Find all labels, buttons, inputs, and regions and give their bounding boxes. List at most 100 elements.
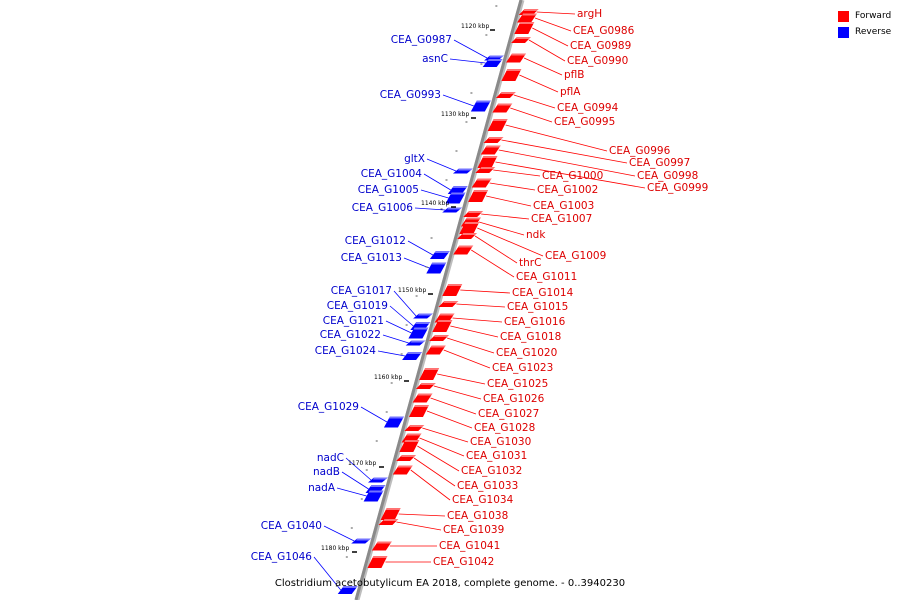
gene-feature-cea_g1029[interactable] <box>383 416 404 428</box>
gene-feature-cea_g1023[interactable] <box>425 345 446 355</box>
gene-label-cea_g0996[interactable]: CEA_G0996 <box>609 145 671 157</box>
gene-label-cea_g1032[interactable]: CEA_G1032 <box>461 465 522 477</box>
gene-feature-cea_g1032[interactable] <box>399 440 420 452</box>
gene-label-cea_g0990[interactable]: CEA_G0990 <box>567 55 628 67</box>
gene-label-cea_g1028[interactable]: CEA_G1028 <box>474 422 535 434</box>
gene-feature-cea_g0989[interactable] <box>514 22 535 34</box>
gene-label-cea_g1014[interactable]: CEA_G1014 <box>512 287 574 299</box>
gene-feature-cea_g1030[interactable] <box>404 425 425 431</box>
gene-label-gltx[interactable]: gltX <box>404 153 425 165</box>
gene-label-cea_g1029[interactable]: CEA_G1029 <box>298 401 359 413</box>
gene-label-cea_g1015[interactable]: CEA_G1015 <box>507 301 568 313</box>
gene-label-cea_g0998[interactable]: CEA_G0998 <box>637 170 698 182</box>
gene-label-cea_g1016[interactable]: CEA_G1016 <box>504 316 566 328</box>
gene-feature-cea_g1021[interactable] <box>408 327 429 339</box>
gene-feature-cea_g1024[interactable] <box>402 352 423 360</box>
gene-label-cea_g1023[interactable]: CEA_G1023 <box>492 362 553 374</box>
gene-label-cea_g1033[interactable]: CEA_G1033 <box>457 480 518 492</box>
gene-feature-cea_g1012[interactable] <box>429 251 450 259</box>
gene-feature-cea_g1007[interactable] <box>463 211 484 217</box>
gene-feature-cea_g0997[interactable] <box>483 137 504 143</box>
gene-label-cea_g1011[interactable]: CEA_G1011 <box>516 271 577 283</box>
gene-feature-cea_g0994[interactable] <box>495 92 516 98</box>
gene-feature-cea_g1015[interactable] <box>438 301 459 307</box>
gene-feature-asnc[interactable] <box>482 59 503 67</box>
gene-feature-cea_g1038[interactable] <box>380 508 401 520</box>
gene-label-cea_g0995[interactable]: CEA_G0995 <box>554 116 615 128</box>
gene-feature-pflb[interactable] <box>506 53 527 63</box>
gene-feature-cea_g1009[interactable] <box>459 222 480 234</box>
gene-feature-cea_g1028[interactable] <box>408 405 429 417</box>
gene-label-cea_g0997[interactable]: CEA_G0997 <box>629 157 690 169</box>
gene-feature-cea_g1017[interactable] <box>413 313 434 319</box>
gene-label-cea_g0999[interactable]: CEA_G0999 <box>647 182 708 194</box>
gene-label-cea_g1012[interactable]: CEA_G1012 <box>345 235 406 247</box>
gene-label-ndk[interactable]: ndk <box>526 229 546 241</box>
gene-label-cea_g0994[interactable]: CEA_G0994 <box>557 102 619 114</box>
gene-label-cea_g1034[interactable]: CEA_G1034 <box>452 494 514 506</box>
gene-label-cea_g0986[interactable]: CEA_G0986 <box>573 25 635 37</box>
gene-feature-cea_g1006[interactable] <box>442 207 463 213</box>
gene-feature-cea_g1018[interactable] <box>432 320 453 332</box>
gene-label-cea_g1020[interactable]: CEA_G1020 <box>496 347 557 359</box>
gene-label-argh[interactable]: argH <box>577 8 602 20</box>
gene-label-cea_g1009[interactable]: CEA_G1009 <box>545 250 606 262</box>
gene-feature-gltx[interactable] <box>452 168 473 174</box>
gene-feature-cea_g1040[interactable] <box>351 538 372 544</box>
gene-label-cea_g1031[interactable]: CEA_G1031 <box>466 450 527 462</box>
gene-feature-cea_g0990[interactable] <box>511 37 531 43</box>
gene-feature-cea_g1039[interactable] <box>378 519 399 525</box>
gene-label-thrc[interactable]: thrC <box>519 257 541 269</box>
gene-feature-nada[interactable] <box>363 490 384 502</box>
gene-feature-cea_g0986[interactable] <box>517 13 538 23</box>
gene-label-cea_g1041[interactable]: CEA_G1041 <box>439 540 500 552</box>
gene-feature-thrc[interactable] <box>457 233 478 239</box>
gene-label-cea_g1018[interactable]: CEA_G1018 <box>500 331 561 343</box>
gene-feature-nadc[interactable] <box>368 477 388 483</box>
gene-feature-cea_g1025[interactable] <box>419 368 440 380</box>
gene-label-cea_g1021[interactable]: CEA_G1021 <box>323 315 384 327</box>
gene-label-cea_g1022[interactable]: CEA_G1022 <box>320 329 381 341</box>
gene-label-cea_g1000[interactable]: CEA_G1000 <box>542 170 603 182</box>
gene-label-pflb[interactable]: pflB <box>564 69 584 81</box>
gene-label-cea_g1042[interactable]: CEA_G1042 <box>433 556 494 568</box>
gene-feature-cea_g1003[interactable] <box>468 190 489 202</box>
gene-feature-cea_g1022[interactable] <box>405 340 426 346</box>
gene-feature-cea_g1027[interactable] <box>412 393 433 403</box>
gene-label-cea_g1004[interactable]: CEA_G1004 <box>361 168 423 180</box>
gene-label-cea_g1025[interactable]: CEA_G1025 <box>487 378 548 390</box>
gene-label-cea_g1005[interactable]: CEA_G1005 <box>358 184 419 196</box>
gene-label-cea_g1039[interactable]: CEA_G1039 <box>443 524 504 536</box>
gene-label-nadb[interactable]: nadB <box>313 466 340 478</box>
gene-label-cea_g0989[interactable]: CEA_G0989 <box>570 40 631 52</box>
gene-feature-cea_g1046[interactable] <box>337 586 358 594</box>
gene-feature-cea_g1020[interactable] <box>429 335 450 341</box>
gene-label-cea_g1003[interactable]: CEA_G1003 <box>533 200 594 212</box>
gene-feature-cea_g0999[interactable] <box>477 156 498 168</box>
gene-feature-cea_g0998[interactable] <box>480 145 501 155</box>
gene-label-cea_g1019[interactable]: CEA_G1019 <box>327 300 388 312</box>
gene-label-cea_g1027[interactable]: CEA_G1027 <box>478 408 539 420</box>
gene-label-cea_g1017[interactable]: CEA_G1017 <box>331 285 392 297</box>
gene-label-cea_g1024[interactable]: CEA_G1024 <box>315 345 377 357</box>
gene-label-cea_g1013[interactable]: CEA_G1013 <box>341 252 402 264</box>
gene-label-nadc[interactable]: nadC <box>317 452 344 464</box>
gene-feature-cea_g1013[interactable] <box>426 262 447 274</box>
gene-feature-cea_g0993[interactable] <box>470 100 491 112</box>
gene-label-cea_g1046[interactable]: CEA_G1046 <box>251 551 313 563</box>
gene-label-cea_g1002[interactable]: CEA_G1002 <box>537 184 598 196</box>
gene-label-cea_g0987[interactable]: CEA_G0987 <box>391 34 452 46</box>
gene-feature-cea_g1002[interactable] <box>471 178 492 188</box>
gene-feature-cea_g1042[interactable] <box>367 556 388 568</box>
gene-label-nada[interactable]: nadA <box>308 482 336 494</box>
gene-label-cea_g1007[interactable]: CEA_G1007 <box>531 213 592 225</box>
gene-feature-cea_g0995[interactable] <box>492 103 513 113</box>
gene-label-pfla[interactable]: pflA <box>560 86 581 98</box>
gene-label-cea_g1040[interactable]: CEA_G1040 <box>261 520 322 532</box>
gene-feature-cea_g1004[interactable] <box>447 186 468 194</box>
gene-feature-cea_g1005[interactable] <box>445 192 466 204</box>
gene-feature-cea_g1011[interactable] <box>453 245 474 255</box>
gene-feature-cea_g1014[interactable] <box>442 284 463 296</box>
gene-label-asnc[interactable]: asnC <box>422 53 448 65</box>
gene-feature-cea_g0996[interactable] <box>487 119 508 131</box>
